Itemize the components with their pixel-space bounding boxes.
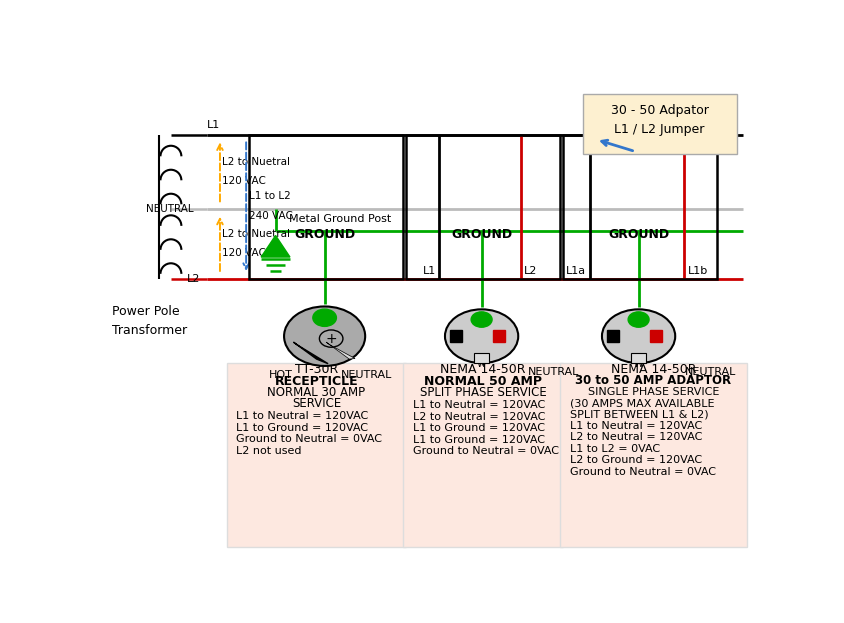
Circle shape <box>602 310 675 363</box>
FancyBboxPatch shape <box>226 363 407 547</box>
Text: +: + <box>325 331 337 346</box>
Text: 240 VAC: 240 VAC <box>250 211 293 221</box>
Text: G: G <box>653 315 661 325</box>
Circle shape <box>284 307 365 366</box>
Text: NEUTRAL: NEUTRAL <box>146 204 194 214</box>
Text: X: X <box>496 341 502 351</box>
Text: L2 to Nuetral: L2 to Nuetral <box>222 229 290 239</box>
Text: W: W <box>634 359 643 369</box>
Text: L2 to Neutral = 120VAC: L2 to Neutral = 120VAC <box>413 412 545 422</box>
Text: 120 VAC: 120 VAC <box>222 248 266 258</box>
Text: L1 to Ground = 120VAC: L1 to Ground = 120VAC <box>413 423 545 433</box>
Text: L1 to Neutral = 120VAC: L1 to Neutral = 120VAC <box>570 421 702 430</box>
Text: GROUND: GROUND <box>451 228 512 241</box>
Text: L2 not used: L2 not used <box>236 445 302 456</box>
Polygon shape <box>326 342 355 359</box>
Bar <box>651 330 663 342</box>
Text: NEUTRAL: NEUTRAL <box>684 367 736 377</box>
Text: Metal Ground Post: Metal Ground Post <box>289 214 391 224</box>
Circle shape <box>628 312 649 327</box>
Text: SPLIT BETWEEN L1 & L2): SPLIT BETWEEN L1 & L2) <box>570 409 708 419</box>
Text: L2: L2 <box>524 266 538 276</box>
Text: 30 - 50 Adpator: 30 - 50 Adpator <box>610 104 708 117</box>
Text: 120 VAC: 120 VAC <box>222 176 266 186</box>
Text: NORMAL 50 AMP: NORMAL 50 AMP <box>425 374 542 388</box>
Text: L1 to Ground = 120VAC: L1 to Ground = 120VAC <box>413 435 545 445</box>
Text: SINGLE PHASE SERVICE: SINGLE PHASE SERVICE <box>587 387 719 397</box>
FancyBboxPatch shape <box>560 363 747 547</box>
Text: GROUND: GROUND <box>294 228 355 241</box>
Text: Y: Y <box>609 341 614 351</box>
Text: SPLIT PHASE SERVICE: SPLIT PHASE SERVICE <box>419 386 547 399</box>
Text: L2 to Ground = 120VAC: L2 to Ground = 120VAC <box>570 455 702 465</box>
Text: NEMA 14-50R: NEMA 14-50R <box>441 363 526 376</box>
Circle shape <box>313 309 337 326</box>
Text: L1 to Neutral = 120VAC: L1 to Neutral = 120VAC <box>236 411 369 421</box>
Text: L1b: L1b <box>688 266 708 276</box>
Text: X: X <box>653 341 659 351</box>
Text: G: G <box>496 315 504 325</box>
Text: 30 to 50 AMP ADAPTOR: 30 to 50 AMP ADAPTOR <box>576 374 732 387</box>
Circle shape <box>445 310 518 363</box>
Text: TT-30R: TT-30R <box>295 363 338 376</box>
Text: L2: L2 <box>187 273 200 283</box>
Circle shape <box>471 312 492 327</box>
Text: SERVICE: SERVICE <box>292 397 341 410</box>
Text: NORMAL 30 AMP: NORMAL 30 AMP <box>268 386 365 399</box>
Text: NEUTRAL: NEUTRAL <box>341 370 392 380</box>
Text: Power Pole: Power Pole <box>112 305 180 318</box>
Bar <box>630 353 647 363</box>
Text: RECEPTICLE: RECEPTICLE <box>274 374 358 388</box>
Text: L2 to Nuetral: L2 to Nuetral <box>222 157 290 167</box>
Text: GROUND: GROUND <box>608 228 669 241</box>
Text: Y: Y <box>452 341 457 351</box>
Text: Ground to Neutral = 0VAC: Ground to Neutral = 0VAC <box>570 467 716 477</box>
Text: (30 AMPS MAX AVAILABLE: (30 AMPS MAX AVAILABLE <box>570 398 714 408</box>
Text: HOT: HOT <box>269 370 293 380</box>
Text: L1: L1 <box>423 266 436 276</box>
Text: L2 to Neutral = 120VAC: L2 to Neutral = 120VAC <box>570 432 702 442</box>
Text: Ground to Neutral = 0VAC: Ground to Neutral = 0VAC <box>236 434 382 444</box>
Text: Ground to Neutral = 0VAC: Ground to Neutral = 0VAC <box>413 446 559 456</box>
Text: W: W <box>477 359 486 369</box>
Bar <box>494 330 506 342</box>
Text: NEMA 14-50R: NEMA 14-50R <box>610 363 696 376</box>
Bar <box>607 330 619 342</box>
Text: Transformer: Transformer <box>112 324 187 337</box>
Bar <box>450 330 462 342</box>
Text: L1 to L2 = 0VAC: L1 to L2 = 0VAC <box>570 444 660 454</box>
FancyBboxPatch shape <box>583 94 737 154</box>
Text: L1 to L2: L1 to L2 <box>250 191 291 201</box>
Text: L1: L1 <box>207 120 220 130</box>
Polygon shape <box>261 235 290 257</box>
Text: L1 to Neutral = 120VAC: L1 to Neutral = 120VAC <box>413 400 545 410</box>
Text: NEUTRAL: NEUTRAL <box>528 367 579 377</box>
Text: L1 to Ground = 120VAC: L1 to Ground = 120VAC <box>236 422 368 433</box>
Text: L1 / L2 Jumper: L1 / L2 Jumper <box>614 123 705 136</box>
Polygon shape <box>294 342 328 364</box>
FancyBboxPatch shape <box>403 363 564 547</box>
Text: L1a: L1a <box>566 266 587 276</box>
Bar <box>473 353 490 363</box>
